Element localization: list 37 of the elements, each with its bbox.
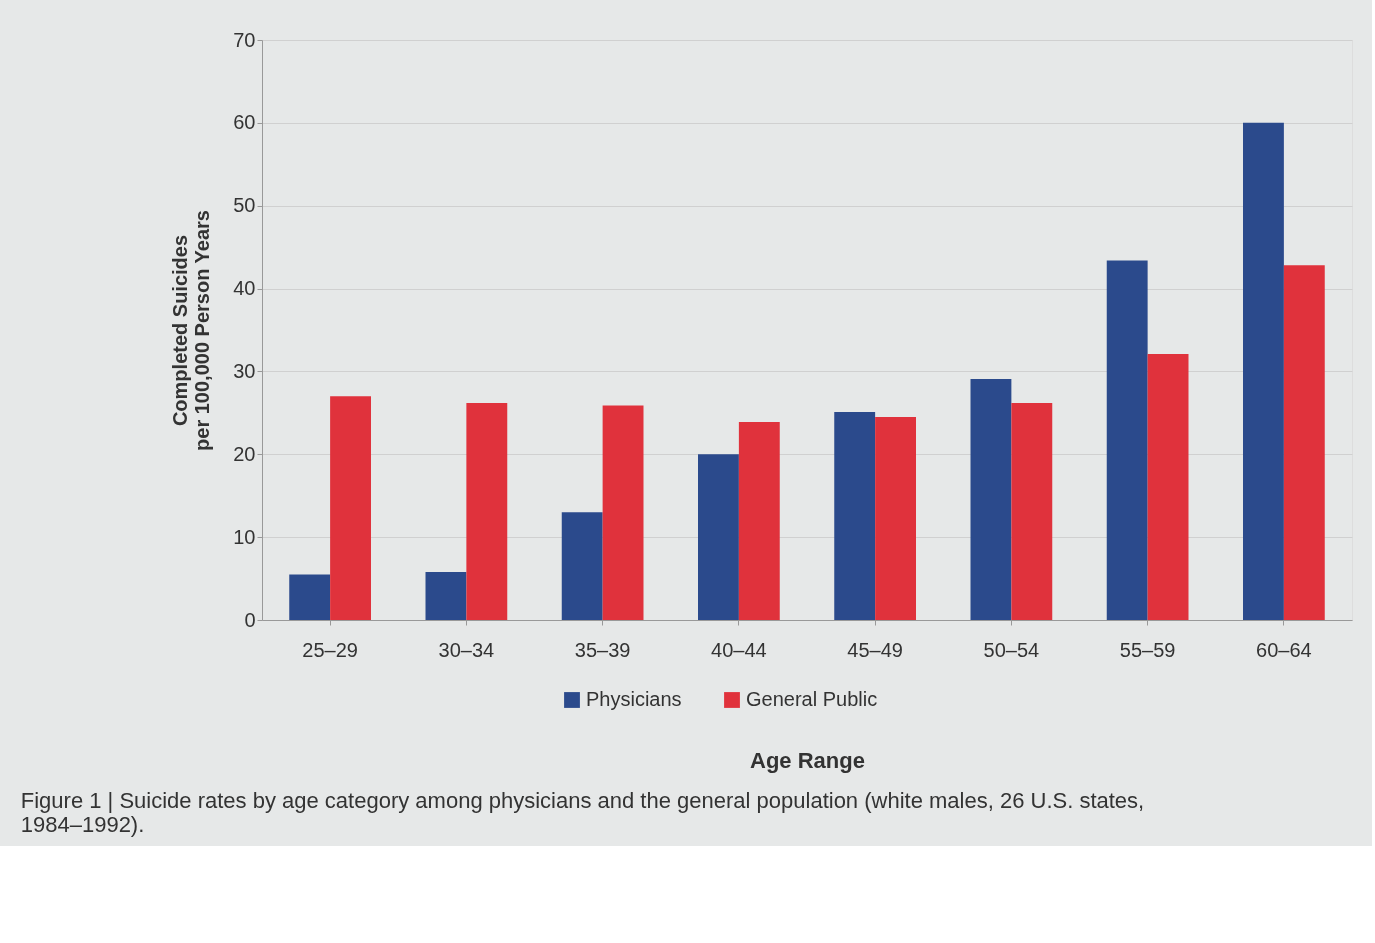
bar: [738, 421, 780, 620]
bar: [425, 571, 467, 620]
x-tick-label: 35–39: [574, 638, 631, 661]
bar: [875, 417, 916, 620]
bar: [698, 454, 739, 620]
x-axis-title: Age Range: [750, 747, 865, 773]
legend-label: General Public: [746, 688, 878, 710]
bar: [1147, 354, 1189, 620]
bar: [834, 412, 876, 620]
x-tick-label: 50–54: [983, 638, 1040, 661]
x-tick-label: 55–59: [1119, 638, 1176, 661]
y-tick-label: 50: [233, 194, 256, 217]
y-tick-label: 10: [233, 525, 256, 548]
bar: [1011, 402, 1053, 620]
x-tick-label: 60–64: [1256, 638, 1312, 661]
bar: [1106, 260, 1148, 620]
bar: [1283, 265, 1325, 620]
bar: [561, 512, 603, 620]
y-tick-label: 40: [233, 277, 256, 300]
bar: [970, 378, 1012, 620]
y-tick-label: 60: [233, 111, 256, 134]
bar: [466, 402, 508, 620]
x-tick-label: 40–44: [711, 638, 767, 661]
legend-label: Physicians: [586, 688, 682, 710]
bar: [1243, 122, 1284, 620]
y-tick-label: 30: [233, 359, 256, 382]
y-tick-label: 20: [233, 442, 256, 465]
y-tick-label: 0: [244, 608, 256, 631]
x-tick-label: 25–29: [302, 638, 358, 661]
bar: [289, 574, 331, 620]
x-tick-label: 45–49: [847, 638, 903, 661]
caption: Figure 1 | Suicide rates by age category among physicians and the general population (white males, 26 U.S. states, 1984–1992).: [20, 788, 1145, 837]
bar: [330, 396, 371, 620]
bar: [602, 405, 644, 620]
y-axis-title: Completed Suicides per 100,000 Person Years: [169, 210, 214, 451]
y-tick-label: 70: [233, 28, 256, 51]
x-tick-label: 30–34: [438, 638, 495, 661]
